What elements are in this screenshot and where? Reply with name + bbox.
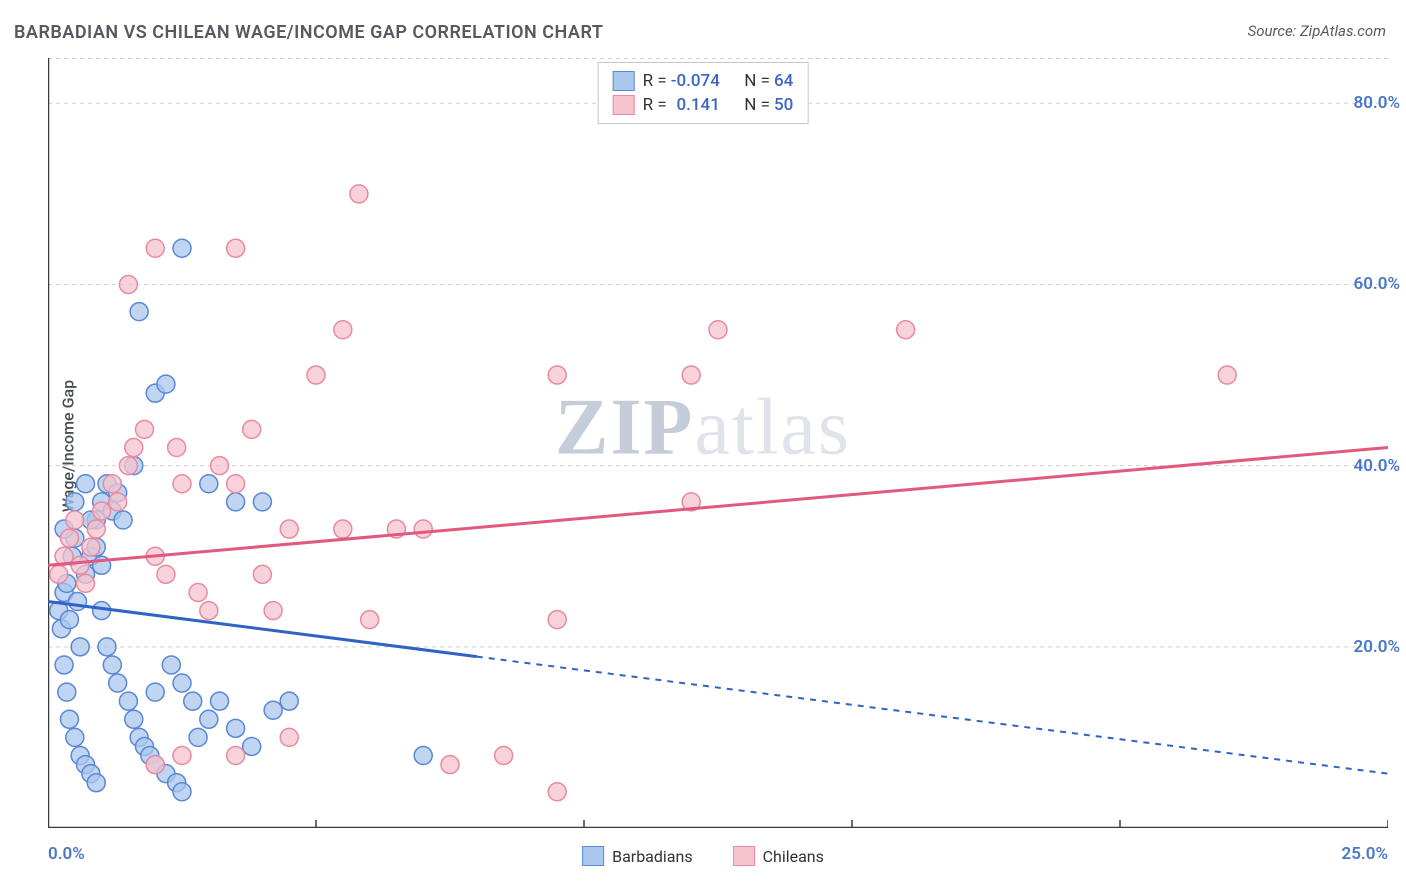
correlation-legend: R =-0.074 N =64 R =-0.141 N =50 <box>598 62 809 124</box>
y-tick-label: 80.0% <box>1353 93 1400 113</box>
scatter-svg <box>48 58 1388 828</box>
y-tick-label: 60.0% <box>1353 274 1400 294</box>
swatch-icon <box>613 71 635 91</box>
legend-row-chileans: R =-0.141 N =50 <box>613 93 794 117</box>
y-tick-label: 20.0% <box>1353 637 1400 657</box>
legend-label: Barbadians <box>612 847 693 866</box>
legend-label: Chileans <box>763 847 824 866</box>
swatch-icon <box>613 95 635 115</box>
swatch-icon <box>582 846 604 866</box>
plot-area <box>48 58 1388 828</box>
x-tick-min: 0.0% <box>48 844 85 864</box>
legend-item-chileans: Chileans <box>733 846 824 866</box>
legend-row-barbadians: R =-0.074 N =64 <box>613 69 794 93</box>
chart-frame: BARBADIAN VS CHILEAN WAGE/INCOME GAP COR… <box>0 0 1406 892</box>
source-attribution: Source: ZipAtlas.com <box>1248 22 1386 40</box>
chart-title: BARBADIAN VS CHILEAN WAGE/INCOME GAP COR… <box>14 22 603 43</box>
y-tick-label: 40.0% <box>1353 456 1400 476</box>
series-legend: Barbadians Chileans <box>582 846 824 866</box>
legend-item-barbadians: Barbadians <box>582 846 693 866</box>
x-tick-max: 25.0% <box>1341 844 1388 864</box>
swatch-icon <box>733 846 755 866</box>
